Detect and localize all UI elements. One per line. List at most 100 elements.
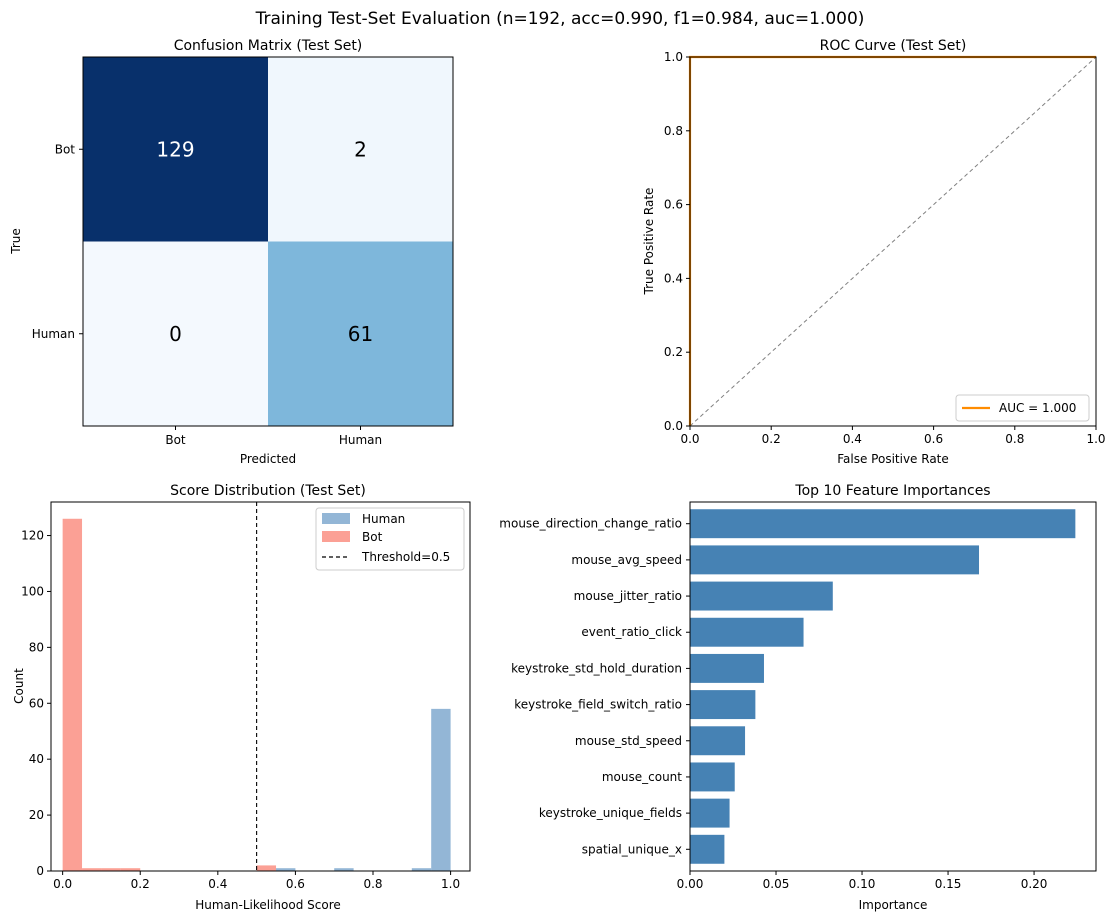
roc-ytick-label: 0.2 [664, 345, 683, 359]
histogram-ytick-label: 0 [36, 864, 44, 878]
histogram-ylabel: Count [12, 668, 26, 704]
feature-bar-keystroke-field-switch-ratio [690, 690, 756, 720]
histogram-legend-bot-swatch [322, 531, 350, 542]
histogram-bar-bot [101, 868, 121, 871]
feature-importance-panel: Top 10 Feature Importances mouse_directi… [499, 483, 1097, 912]
histogram-ytick-label: 80 [29, 640, 44, 654]
confusion-xtick-label: Bot [165, 433, 186, 447]
feature-label-mouse-count: mouse_count [602, 770, 682, 784]
feature-importance-title: Top 10 Feature Importances [794, 483, 990, 499]
roc-frame [689, 56, 1097, 427]
roc-title: ROC Curve (Test Set) [820, 38, 967, 54]
confusion-matrix-panel: Confusion Matrix (Test Set) 129 2 0 61 Bot H… [9, 38, 454, 466]
roc-xtick-label: 0.0 [680, 432, 699, 446]
confusion-matrix-ylabel: True [9, 228, 23, 255]
feature-xtick-label: 0.20 [1021, 877, 1048, 891]
histogram-title: Score Distribution (Test Set) [170, 483, 366, 499]
confusion-cell-human-human [268, 241, 454, 427]
score-distribution-panel: Score Distribution (Test Set) 0.0 0.2 0.4 0… [12, 483, 471, 912]
histogram-ytick-label: 20 [29, 808, 44, 822]
confusion-cell-bot-human [268, 57, 454, 242]
confusion-cell-bot-bot [83, 57, 269, 242]
histogram-xtick-label: 0.4 [208, 877, 227, 891]
roc-ytick-label: 0.4 [664, 271, 683, 285]
feature-bar-keystroke-std-hold-duration [690, 653, 764, 683]
feature-bar-mouse-count [690, 762, 735, 792]
feature-label-mouse-jitter-ratio: mouse_jitter_ratio [574, 589, 682, 603]
confusion-matrix-xlabel: Predicted [240, 452, 296, 466]
feature-label-mouse-avg-speed: mouse_avg_speed [571, 553, 682, 567]
feature-label-keystroke-unique-fields: keystroke_unique_fields [539, 806, 682, 820]
feature-xtick-label: 0.10 [849, 877, 876, 891]
histogram-legend-human-swatch [322, 513, 350, 524]
confusion-matrix-title: Confusion Matrix (Test Set) [174, 38, 363, 54]
roc-chance-line [689, 56, 1097, 427]
feature-label-mouse-direction-change-ratio: mouse_direction_change_ratio [499, 517, 682, 531]
feature-bar-mouse-std-speed [690, 726, 746, 756]
feature-importance-frame [689, 501, 1097, 872]
feature-bar-spatial-unique-x [690, 834, 725, 864]
feature-label-spatial-unique-x: spatial_unique_x [582, 842, 682, 856]
confusion-ytick-label: Human [32, 327, 75, 341]
roc-xlabel: False Positive Rate [837, 452, 949, 466]
roc-legend-box [955, 394, 1090, 422]
histogram-bar-human [276, 868, 296, 871]
feature-xtick-label: 0.15 [935, 877, 962, 891]
histogram-bar-bot [120, 868, 141, 871]
figure-suptitle: Training Test-Set Evaluation (n=192, acc… [255, 9, 865, 29]
feature-label-event-ratio-click: event_ratio_click [581, 625, 682, 639]
feature-label-keystroke-std-hold-duration: keystroke_std_hold_duration [511, 661, 682, 675]
confusion-cell-human-bot [83, 241, 269, 427]
feature-bar-keystroke-unique-fields [690, 798, 730, 828]
histogram-xlabel: Human-Likelihood Score [195, 898, 341, 912]
feature-xtick-label: 0.00 [677, 877, 704, 891]
feature-label-mouse-std-speed: mouse_std_speed [575, 734, 682, 748]
confusion-value-human-human: 61 [348, 322, 373, 346]
histogram-xtick-label: 0.8 [363, 877, 382, 891]
confusion-ytick-label: Bot [55, 142, 76, 156]
feature-bar-mouse-jitter-ratio [690, 581, 833, 611]
histogram-bar-human [431, 708, 451, 871]
feature-importance-xlabel: Importance [859, 898, 928, 912]
feature-bar-mouse-direction-change-ratio [690, 509, 1076, 539]
roc-xtick-label: 0.6 [924, 432, 943, 446]
roc-legend-label: AUC = 1.000 [999, 401, 1076, 415]
histogram-legend-bot-label: Bot [362, 530, 383, 544]
roc-xtick-label: 0.8 [1005, 432, 1024, 446]
roc-ylabel: True Positive Rate [642, 188, 656, 296]
histogram-xtick-label: 0.2 [131, 877, 150, 891]
histogram-legend-human-label: Human [362, 512, 405, 526]
histogram-bar-human [334, 868, 354, 871]
histogram-bar-bot [62, 518, 83, 871]
roc-curve-panel: ROC Curve (Test Set) 0.0 0.2 0.4 0.6 0.8 1.0 0… [642, 38, 1106, 466]
roc-xtick-label: 1.0 [1086, 432, 1105, 446]
histogram-xtick-label: 0.0 [53, 877, 72, 891]
histogram-legend-threshold-label: Threshold=0.5 [361, 550, 450, 564]
confusion-value-bot-bot: 129 [156, 137, 194, 161]
histogram-ytick-label: 100 [21, 584, 44, 598]
histogram-legend: Human Bot Threshold=0.5 [315, 507, 465, 571]
histogram-xtick-label: 0.6 [286, 877, 305, 891]
histogram-ytick-label: 40 [29, 752, 44, 766]
feature-bar-event-ratio-click [690, 617, 804, 647]
roc-ytick-label: 1.0 [664, 50, 683, 64]
confusion-matrix-frame [82, 56, 454, 427]
histogram-ytick-label: 60 [29, 696, 44, 710]
histogram-xtick-label: 1.0 [441, 877, 460, 891]
confusion-value-bot-human: 2 [354, 137, 367, 161]
roc-ytick-label: 0.8 [664, 124, 683, 138]
feature-xtick-label: 0.05 [763, 877, 790, 891]
confusion-xtick-label: Human [339, 433, 382, 447]
feature-label-keystroke-field-switch-ratio: keystroke_field_switch_ratio [514, 698, 682, 712]
roc-ytick-label: 0.0 [664, 419, 683, 433]
histogram-legend-box [315, 507, 465, 571]
roc-ytick-label: 0.6 [664, 198, 683, 212]
feature-bar-mouse-avg-speed [690, 545, 980, 575]
roc-xtick-label: 0.4 [843, 432, 862, 446]
histogram-ytick-label: 120 [21, 529, 44, 543]
roc-xtick-label: 0.2 [762, 432, 781, 446]
confusion-value-human-bot: 0 [169, 322, 182, 346]
histogram-bar-bot [82, 868, 102, 871]
histogram-frame [50, 501, 471, 872]
